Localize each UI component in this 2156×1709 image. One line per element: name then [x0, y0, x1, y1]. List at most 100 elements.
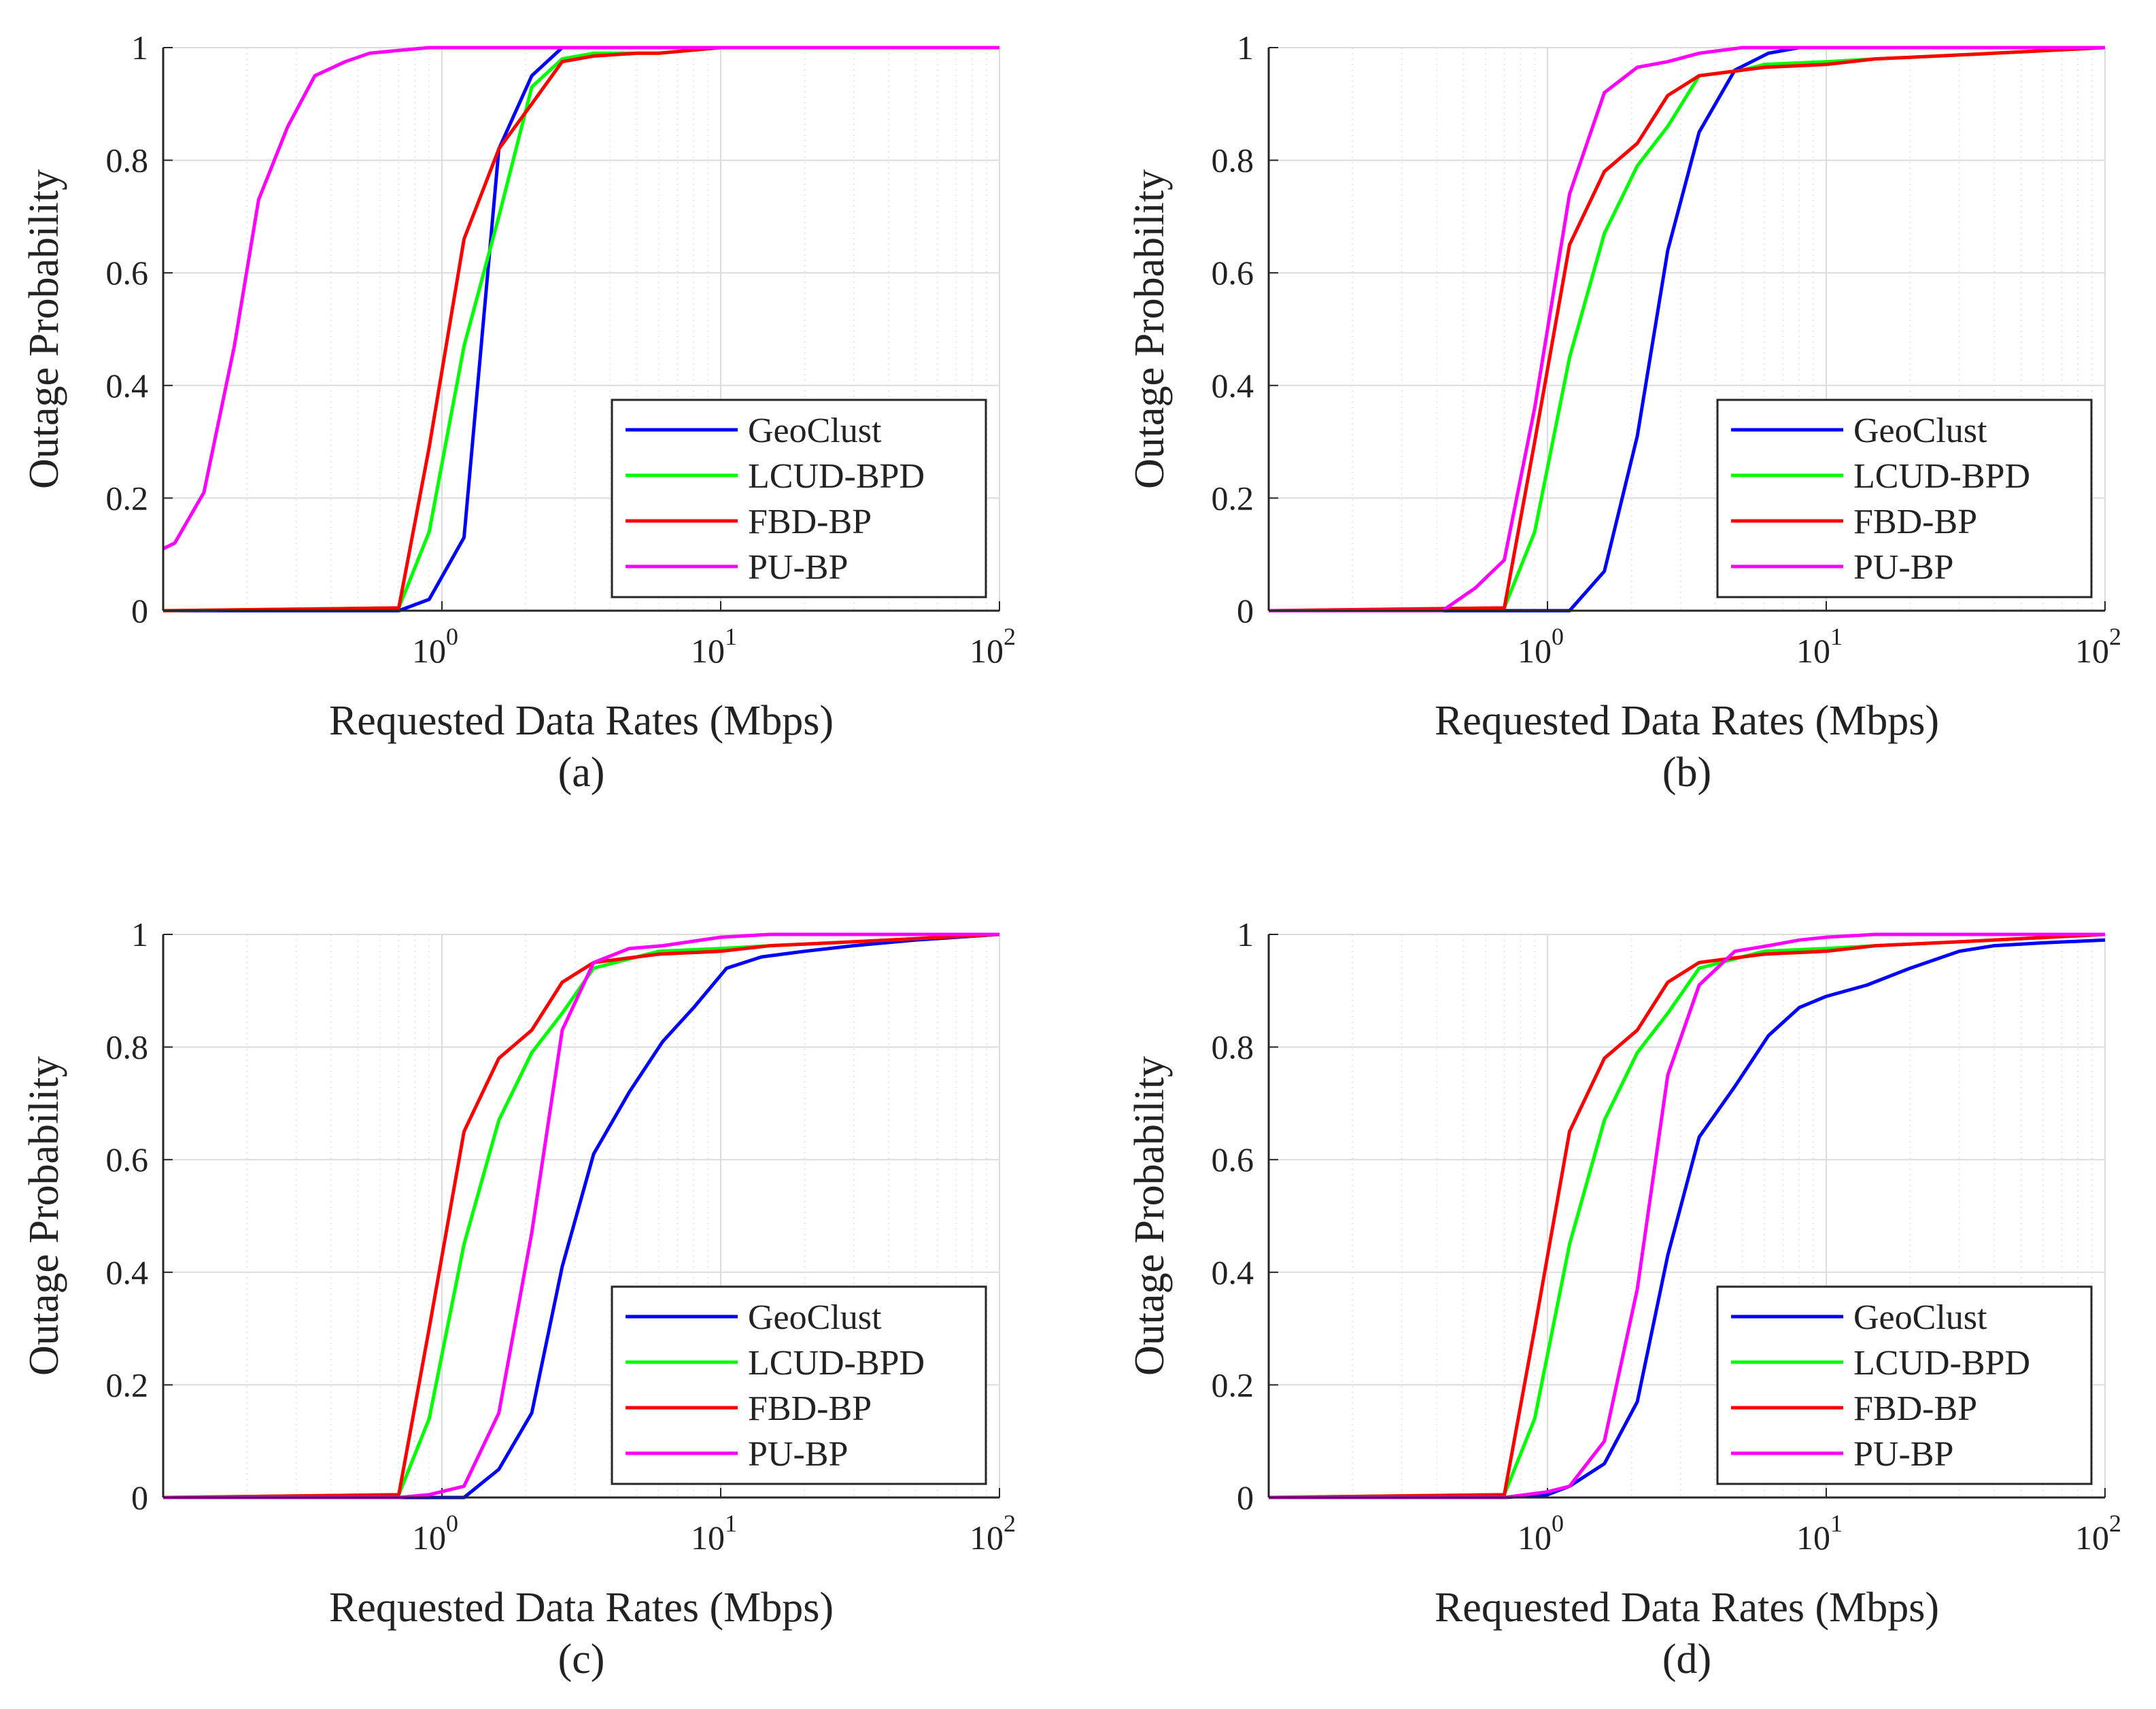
x-tick-label: 100	[1518, 1510, 1564, 1557]
y-axis-label: Outage Probability	[1127, 1056, 1173, 1376]
series-line-fbd-bp	[1268, 932, 2106, 1500]
y-tick-label: 0.6	[106, 254, 149, 292]
legend-label: PU-BP	[1853, 548, 1953, 587]
y-tick-label: 0.4	[106, 367, 149, 405]
x-tick-label: 101	[691, 623, 737, 670]
y-tick-label: 0	[1237, 592, 1254, 630]
legend-label: PU-BP	[1853, 1435, 1953, 1474]
y-axis-label: Outage Probability	[1127, 169, 1173, 489]
y-tick-label: 0.8	[106, 1028, 149, 1066]
legend-label: PU-BP	[748, 1435, 848, 1474]
y-tick-label: 0.2	[1212, 1366, 1254, 1404]
y-tick-label: 0.8	[1212, 1028, 1254, 1066]
legend-label: LCUD-BPD	[748, 1344, 925, 1383]
x-tick-base: 10	[412, 1519, 446, 1557]
y-tick-label: 1	[131, 29, 148, 67]
legend-label: FBD-BP	[748, 1389, 872, 1428]
x-tick-base: 10	[691, 1519, 725, 1557]
y-tick-label: 0	[131, 592, 148, 630]
y-tick-label: 0.4	[1212, 367, 1254, 405]
legend: GeoClust LCUD-BPD FBD-BP PU-BP	[1716, 399, 2093, 598]
y-axis-label: Outage Probability	[21, 169, 67, 489]
panel-label: (d)	[1662, 1636, 1711, 1682]
x-axis-label: Requested Data Rates (Mbps)	[1435, 1585, 1939, 1631]
series-line-pu-bp	[163, 932, 999, 1500]
x-tick-base: 10	[970, 1519, 1004, 1557]
x-tick-exponent: 2	[1004, 623, 1016, 650]
x-tick-exponent: 1	[725, 1510, 737, 1537]
x-tick-label: 101	[691, 1510, 737, 1557]
x-tick-exponent: 1	[1830, 1510, 1843, 1537]
legend-label: GeoClust	[748, 411, 882, 450]
legend-box	[1716, 399, 2093, 598]
y-tick-label: 0.6	[1212, 1140, 1254, 1179]
legend: GeoClust LCUD-BPD FBD-BP PU-BP	[611, 399, 987, 598]
panel-label: (a)	[558, 749, 605, 796]
legend-label: GeoClust	[748, 1298, 882, 1337]
x-tick-label: 102	[2075, 1510, 2121, 1557]
y-tick-label: 0.2	[1212, 479, 1254, 517]
x-tick-exponent: 1	[725, 623, 737, 650]
legend-box	[611, 1285, 987, 1485]
x-tick-label: 100	[1518, 623, 1564, 670]
x-tick-base: 10	[412, 632, 446, 670]
x-tick-exponent: 0	[1552, 623, 1564, 650]
panel-label: (c)	[558, 1636, 605, 1682]
y-tick-label: 1	[131, 915, 148, 953]
legend: GeoClust LCUD-BPD FBD-BP PU-BP	[611, 1285, 987, 1485]
x-tick-exponent: 0	[1552, 1510, 1564, 1537]
legend-label: FBD-BP	[748, 503, 872, 541]
series-line-fbd-bp	[162, 46, 999, 613]
y-tick-label: 1	[1237, 915, 1254, 953]
x-tick-label: 102	[970, 623, 1016, 670]
series-line-pu-bp	[162, 46, 999, 551]
series-line-pu-bp	[1269, 932, 2105, 1500]
y-axis-label: Outage Probability	[21, 1056, 67, 1376]
x-tick-label: 102	[970, 1510, 1016, 1557]
x-tick-base: 10	[1518, 1519, 1552, 1557]
x-tick-label: 100	[412, 1510, 458, 1557]
y-tick-label: 0.6	[106, 1140, 149, 1179]
x-axis-label: Requested Data Rates (Mbps)	[329, 698, 834, 744]
x-tick-base: 10	[970, 632, 1004, 670]
x-tick-label: 101	[1796, 623, 1843, 670]
y-tick-label: 0.6	[1212, 254, 1254, 292]
y-tick-label: 0	[131, 1478, 148, 1517]
y-tick-label: 0.4	[106, 1253, 149, 1291]
legend-label: GeoClust	[1853, 1298, 1987, 1337]
legend-label: PU-BP	[748, 548, 848, 587]
x-tick-base: 10	[1796, 632, 1830, 670]
legend-label: LCUD-BPD	[1853, 457, 2030, 496]
x-axis-label: Requested Data Rates (Mbps)	[329, 1585, 834, 1631]
y-tick-label: 0.4	[1212, 1253, 1254, 1291]
legend-label: LCUD-BPD	[748, 457, 925, 496]
x-tick-base: 10	[691, 632, 725, 670]
legend-label: FBD-BP	[1853, 1389, 1977, 1428]
y-tick-label: 0.8	[106, 141, 149, 180]
x-tick-label: 102	[2075, 623, 2121, 670]
x-tick-exponent: 2	[2109, 623, 2121, 650]
x-tick-exponent: 0	[446, 623, 458, 650]
x-tick-base: 10	[1796, 1519, 1830, 1557]
y-tick-label: 1	[1237, 29, 1254, 67]
x-tick-base: 10	[2075, 632, 2109, 670]
legend-label: FBD-BP	[1853, 503, 1977, 541]
legend-box	[611, 399, 987, 598]
y-tick-label: 0.2	[106, 479, 149, 517]
y-tick-label: 0.2	[106, 1366, 149, 1404]
x-axis-label: Requested Data Rates (Mbps)	[1435, 698, 1939, 744]
legend-label: LCUD-BPD	[1853, 1344, 2030, 1383]
y-tick-label: 0	[1237, 1478, 1254, 1517]
x-tick-base: 10	[2075, 1519, 2109, 1557]
x-tick-label: 101	[1796, 1510, 1843, 1557]
legend-box	[1716, 1285, 2093, 1485]
legend-label: GeoClust	[1853, 411, 1987, 450]
y-tick-label: 0.8	[1212, 141, 1254, 180]
series-line-geoclust	[163, 932, 1000, 1500]
series-line-fbd-bp	[1268, 46, 2106, 613]
